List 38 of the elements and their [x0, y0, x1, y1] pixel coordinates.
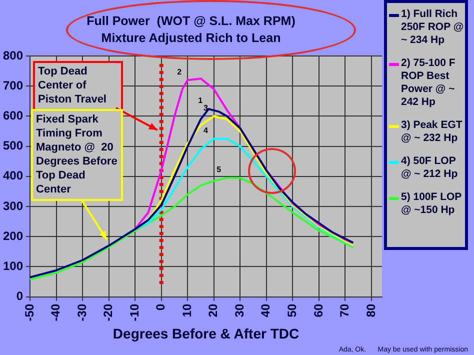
x-tick-label: 20 [206, 304, 220, 318]
x-tick-label: -50 [22, 304, 36, 322]
legend-label: 3) Peak EGT @ ~ 232 Hp [401, 119, 464, 145]
legend-label: 1) Full Rich 250F ROP @ ~ 234 Hp [401, 8, 465, 47]
x-tick-label: 50 [285, 304, 300, 318]
y-tick-label: 300 [2, 198, 24, 213]
y-tick-label: 600 [2, 108, 24, 123]
x-tick-label: 70 [338, 304, 352, 318]
y-tick-label: 700 [2, 78, 24, 92]
x-tick-label: 30 [232, 304, 246, 318]
x-tick-label: -40 [48, 304, 63, 322]
legend-label: 4) 50F LOP @ ~ 212 Hp [401, 155, 459, 181]
x-tick-label: 10 [180, 304, 194, 318]
x-tick-label: -20 [101, 304, 116, 322]
x-tick-label: 80 [364, 304, 378, 318]
y-tick-label: 0 [16, 289, 24, 304]
x-tick-label: -30 [74, 304, 89, 322]
y-tick-label: 200 [2, 228, 24, 243]
y-tick-label: 400 [2, 168, 24, 183]
annotation: 3 [203, 103, 208, 112]
y-tick-label: 100 [2, 259, 24, 274]
chart-subtitle: Mixture Adjusted Rich to Lean [101, 30, 281, 45]
annotation: 1 [198, 96, 204, 106]
annotation: 4 [203, 126, 208, 135]
annotation: Fixed Spark Timing From Magneto @ 20 Degrees Before Top Dead Center [36, 114, 118, 196]
x-axis-title: Degrees Before & After TDC [112, 325, 300, 342]
y-tick-label: 800 [2, 48, 24, 62]
legend-label: 2) 75-100 F ROP Best Power @ ~ 242 Hp [401, 57, 456, 109]
y-tick-label: 500 [2, 138, 24, 153]
annotation: 2 [177, 67, 182, 76]
x-tick-label: 60 [311, 304, 326, 318]
chart-title: Full Power (WOT @ S.L. Max RPM) [86, 14, 296, 28]
ref-line-label: Top Dead Center of Piston Travel [38, 66, 107, 106]
x-tick-label: 40 [258, 304, 273, 318]
x-tick-label: -10 [127, 304, 142, 322]
annotation: 5 [216, 165, 222, 174]
legend-label: 5) 100F LOP @ ~150 Hp [401, 191, 462, 217]
x-tick-label: 0 [154, 304, 168, 311]
